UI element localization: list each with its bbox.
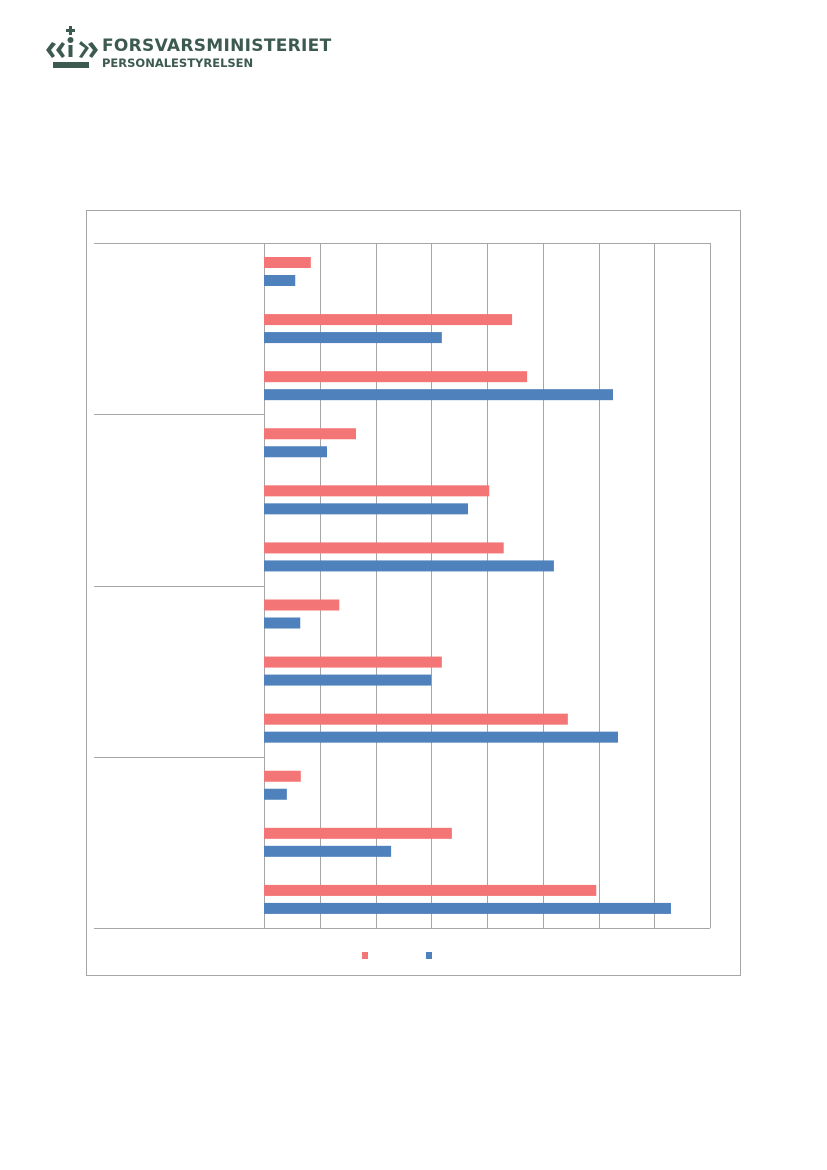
bar-series2	[264, 503, 469, 515]
bar-series1	[264, 656, 442, 668]
logo-title: FORSVARSMINISTERIET	[102, 36, 332, 56]
bar-series2	[264, 389, 613, 401]
chart-frame	[86, 210, 741, 976]
bar-series2	[264, 332, 442, 344]
bar-series1	[264, 599, 340, 611]
bar-series2	[264, 902, 671, 914]
crown-logo-icon	[46, 26, 98, 68]
legend-marker-series2	[426, 952, 432, 959]
bar-series1	[264, 713, 568, 725]
bar-series1	[264, 314, 513, 326]
bar-series2	[264, 275, 296, 286]
bar-series2	[264, 674, 432, 686]
bar-series1	[264, 770, 301, 782]
bar-series2	[264, 845, 392, 857]
bar-series2	[264, 617, 301, 629]
bar-series1	[264, 428, 356, 440]
bar-series2	[264, 560, 554, 572]
bar-series1	[264, 371, 528, 383]
bar-series1	[264, 542, 504, 554]
bar-series2	[264, 788, 287, 800]
bar-series1	[264, 485, 490, 497]
legend-marker-series1	[362, 952, 368, 959]
logo-subtitle: PERSONALESTYRELSEN	[102, 56, 254, 70]
bar-series1	[264, 884, 597, 896]
bar-series1	[264, 257, 311, 268]
bar-series2	[264, 446, 327, 458]
bar-series2	[264, 731, 619, 743]
bar-series1	[264, 827, 452, 839]
